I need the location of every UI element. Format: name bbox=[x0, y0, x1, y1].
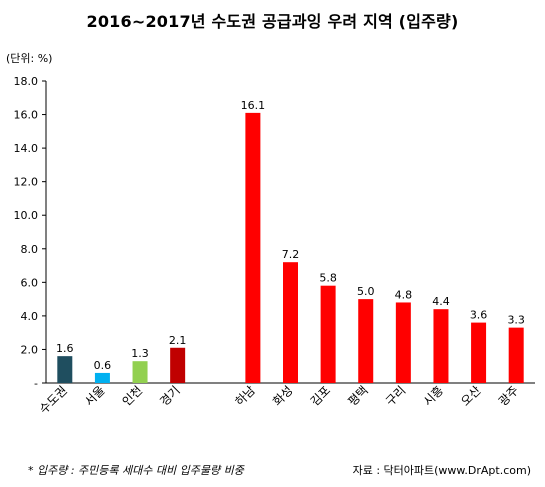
bar-value-label: 4.4 bbox=[432, 295, 450, 308]
y-tick-label: 2.0 bbox=[21, 343, 39, 356]
x-category-label: 시흥 bbox=[421, 383, 447, 409]
bar-value-label: 3.6 bbox=[470, 309, 488, 322]
x-category-label: 구리 bbox=[383, 383, 409, 409]
footnote: * 입주량 : 주민등록 세대수 대비 입주물량 비중 bbox=[28, 464, 244, 477]
y-tick-label: 18.0 bbox=[14, 75, 39, 88]
x-category-label: 하남 bbox=[232, 383, 258, 409]
bar-value-label: 3.3 bbox=[507, 314, 525, 327]
x-category-label: 서울 bbox=[82, 383, 108, 409]
y-tick-label: 4.0 bbox=[21, 310, 39, 323]
x-category-label: 광주 bbox=[496, 383, 522, 409]
x-category-label: 인천 bbox=[119, 383, 145, 409]
x-category-label: 경기 bbox=[157, 383, 183, 409]
bar bbox=[57, 356, 73, 383]
bar bbox=[132, 361, 148, 383]
bar bbox=[508, 327, 524, 383]
x-category-label: 수도권 bbox=[37, 383, 70, 416]
bar-value-label: 1.3 bbox=[131, 347, 149, 360]
bar-value-label: 4.8 bbox=[395, 288, 413, 301]
bar-value-label: 7.2 bbox=[282, 248, 300, 261]
y-tick-label: - bbox=[34, 377, 38, 390]
bar bbox=[320, 285, 336, 383]
bar bbox=[283, 262, 298, 383]
x-category-label: 오산 bbox=[458, 383, 484, 409]
y-tick-label: 12.0 bbox=[14, 176, 39, 189]
y-tick-label: 8.0 bbox=[21, 243, 39, 256]
y-tick-label: 6.0 bbox=[21, 276, 39, 289]
y-tick-label: 14.0 bbox=[14, 142, 39, 155]
chart-bars: 1.6 수도권 0.6 서울 1.3 인천 2.1 경기 16.1 하남 7.2 화성 5.8 김포 5.0… bbox=[37, 99, 525, 417]
bar-value-label: 2.1 bbox=[169, 334, 187, 347]
y-tick-label: 16.0 bbox=[14, 109, 39, 122]
unit-label: (단위: %) bbox=[6, 52, 53, 65]
bar-value-label: 5.8 bbox=[319, 272, 337, 285]
bar bbox=[170, 347, 186, 383]
bar bbox=[433, 309, 449, 383]
source-credit: 자료 : 닥터아파트(www.DrApt.com) bbox=[352, 464, 531, 477]
y-tick-label: 10.0 bbox=[14, 209, 39, 222]
bar bbox=[245, 112, 261, 383]
bar bbox=[471, 322, 487, 383]
bar bbox=[358, 299, 374, 383]
bar-value-label: 0.6 bbox=[94, 359, 112, 372]
bar-value-label: 16.1 bbox=[241, 99, 266, 112]
bar-value-label: 5.0 bbox=[357, 285, 375, 298]
x-category-label: 평택 bbox=[345, 383, 371, 409]
chart-title: 2016~2017년 수도권 공급과잉 우려 지역 (입주량) bbox=[86, 12, 459, 31]
x-category-label: 김포 bbox=[308, 383, 334, 409]
bar-value-label: 1.6 bbox=[56, 342, 74, 355]
bar bbox=[94, 372, 110, 383]
bar bbox=[395, 302, 411, 383]
chart-axes: - 2.0 4.0 6.0 8.0 10.0 12.0 14.0 16.0 18.0 bbox=[14, 75, 535, 390]
x-category-label: 화성 bbox=[270, 383, 296, 409]
